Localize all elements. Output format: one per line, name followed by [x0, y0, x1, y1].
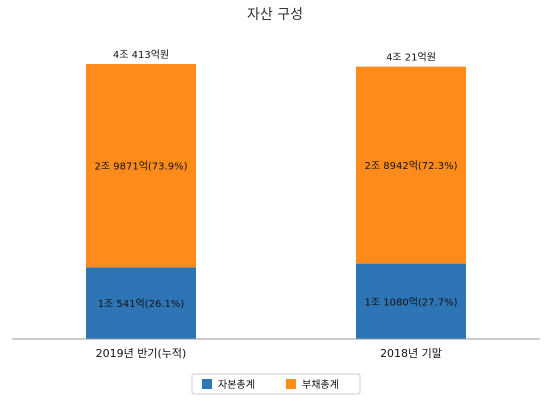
- bar-liabilities-0: [86, 64, 196, 268]
- total-label-1: 4조 21억원: [386, 52, 436, 64]
- legend-swatch-equity: [202, 379, 212, 389]
- total-label-0: 4조 413억원: [113, 49, 169, 61]
- category-labels: 2019년 반기(누적) 2018년 기말: [96, 347, 442, 360]
- category-label-1: 2018년 기말: [380, 347, 442, 360]
- legend-label-equity: 자본총계: [218, 379, 255, 391]
- legend-swatch-liabilities: [286, 379, 296, 389]
- data-label-liabilities-0: 2조 9871억(73.9%): [95, 161, 188, 173]
- legend-frame: [191, 373, 361, 395]
- data-label-liabilities-1: 2조 8942억(72.3%): [365, 160, 458, 172]
- chart-title: 자산 구성: [247, 7, 303, 23]
- bar-liabilities-1: [356, 66, 466, 264]
- data-label-equity-0: 1조 541억(26.1%): [98, 298, 185, 310]
- bars-group: 1조 541억(26.1%) 2조 9871억(73.9%) 4조 413억원 1조 …: [86, 49, 466, 339]
- category-label-0: 2019년 반기(누적): [96, 347, 187, 360]
- legend-label-liabilities: 부채총계: [302, 379, 339, 391]
- bar-equity-0: [86, 267, 196, 339]
- legend: 자본총계 부채총계: [191, 373, 361, 395]
- data-label-equity-1: 1조 1080억(27.7%): [365, 296, 458, 308]
- bar-equity-1: [356, 263, 466, 339]
